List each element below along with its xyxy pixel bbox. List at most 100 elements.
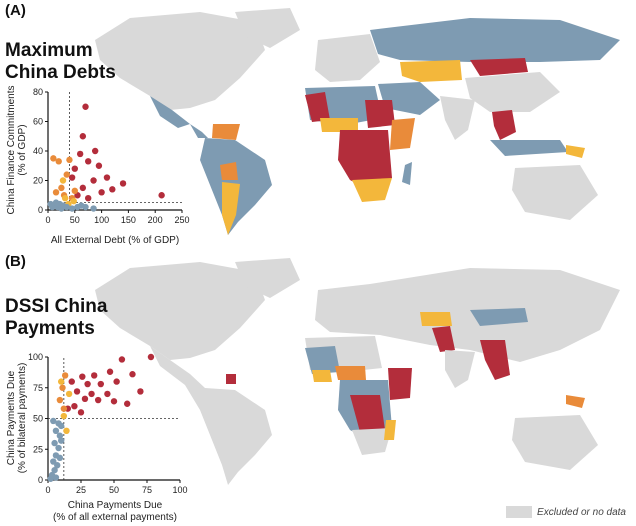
map-a-sahel	[320, 118, 358, 132]
scatter-b-point	[94, 396, 102, 404]
map-b-pakistan	[432, 326, 455, 352]
scatter-a-point	[66, 156, 73, 164]
scatter-b-point	[54, 462, 61, 469]
legend-label-excluded: Excluded or no data	[537, 506, 626, 518]
scatter-a-ytick-label: 60	[33, 117, 43, 127]
map-a-png	[566, 145, 585, 158]
scatter-b-xtick-label: 0	[45, 485, 50, 495]
scatter-b-point	[58, 422, 65, 430]
scatter-a-point	[71, 165, 79, 172]
scatter-b-point	[79, 373, 86, 380]
scatter-b-ylabel-line2: (% of bilateral payments)	[17, 363, 28, 474]
scatter-b-point	[118, 356, 126, 363]
scatter-b-point	[81, 395, 89, 403]
panel-b-title-line1: DSSI China	[5, 296, 108, 317]
map-b-west-africa	[305, 346, 340, 374]
scatter-a-point	[82, 103, 89, 110]
map-b-png	[566, 395, 585, 408]
map-a-central-africa	[338, 130, 392, 192]
panel-b-title: DSSI China Payments	[5, 296, 107, 340]
scatter-b-point	[47, 475, 54, 482]
scatter-a-point	[68, 174, 76, 181]
scatter-b-xtick-label: 50	[109, 485, 119, 495]
scatter-b-xtick-label: 25	[76, 485, 86, 495]
scatter-a-xlabel: All External Debt (% of GDP)	[51, 235, 179, 246]
scatter-b-point	[60, 405, 68, 412]
scatter-b-point	[91, 372, 98, 379]
scatter-b-ytick-label: 0	[38, 475, 43, 485]
map-a-kazakhstan	[400, 60, 462, 82]
scatter-a-point	[49, 203, 56, 211]
map-a-mexico	[150, 96, 190, 128]
scatter-a-xtick-label: 100	[94, 215, 109, 225]
map-a-china	[465, 72, 560, 112]
map-a-east-africa	[390, 118, 415, 150]
map-b-myanmar-laos	[480, 340, 510, 380]
scatter-b-point	[124, 400, 131, 407]
scatter-b-point	[71, 403, 78, 410]
scatter-b-point	[55, 444, 62, 452]
scatter-b-ytick-label: 100	[28, 352, 43, 362]
map-b-sahel	[335, 366, 366, 380]
scatter-a-point	[79, 184, 87, 192]
scatter-a-point	[103, 174, 111, 181]
scatter-a-point	[58, 205, 65, 212]
scatter-a-point	[90, 205, 97, 212]
scatter-b-point	[65, 390, 73, 398]
scatter-b-point	[56, 454, 64, 462]
scatter-b-xlabel-line2: (% of all external payments)	[53, 512, 177, 523]
panel-b-label: (B)	[5, 253, 26, 270]
scatter-b-point	[147, 353, 155, 361]
scatter-b-point	[137, 388, 144, 395]
scatter-a-point	[52, 189, 60, 196]
scatter-a-point	[63, 203, 70, 211]
scatter-a-point	[98, 189, 105, 196]
map-b-north-america	[95, 262, 265, 360]
scatter-a-point	[70, 197, 77, 205]
scatter-b-point	[58, 378, 65, 385]
map-b-central-asia	[420, 312, 452, 326]
map-a-venezuela	[212, 124, 240, 140]
map-a-europe	[315, 34, 380, 82]
map-a-australia	[512, 165, 598, 220]
scatter-a-point	[68, 205, 76, 212]
scatter-a-xtick-label: 50	[70, 215, 80, 225]
map-a-argentina	[222, 182, 240, 235]
scatter-a-point	[109, 186, 116, 193]
scatter-a-point	[63, 171, 70, 178]
scatter-b-point	[51, 439, 58, 447]
scatter-a-ytick-label: 80	[33, 87, 43, 97]
scatter-b-point	[56, 432, 64, 439]
scatter-a-point	[58, 184, 65, 192]
scatter-a-point	[158, 192, 165, 199]
scatter-b-ytick-label: 50	[33, 414, 43, 424]
scatter-a-point	[79, 133, 87, 140]
scatter-a-point	[55, 158, 62, 165]
scatter-a-point	[90, 177, 97, 184]
scatter-b-point	[129, 371, 136, 378]
scatter-b-ytick-label: 75	[33, 383, 43, 393]
scatter-b-point	[104, 390, 111, 398]
map-b-mozambique	[384, 420, 396, 440]
panel-a-title: Maximum China Debts	[5, 40, 116, 84]
scatter-b-point	[106, 368, 114, 375]
map-a-bolivia	[220, 162, 238, 180]
scatter-a-point	[71, 187, 79, 195]
scatter-a-point	[119, 180, 127, 187]
map-a-west-africa	[305, 92, 330, 122]
map-a-sudan	[365, 100, 395, 128]
scatter-a-point	[59, 177, 67, 184]
scatter-a-point	[85, 195, 92, 202]
scatter-b-point	[68, 378, 75, 385]
scatter-b-point	[77, 409, 85, 416]
legend-swatch-excluded	[506, 506, 533, 518]
map-b-australia	[512, 415, 598, 470]
panel-a-label: (A)	[5, 2, 26, 19]
scatter-b-ytick-label: 25	[33, 444, 43, 454]
map-a	[95, 8, 620, 235]
map-a-southeast-asia	[492, 110, 516, 140]
map-b-ethiopia	[388, 368, 412, 400]
scatter-plot-a: 0 50 100 150 200 250 0 20 40 60 80 All External De…	[6, 86, 190, 246]
